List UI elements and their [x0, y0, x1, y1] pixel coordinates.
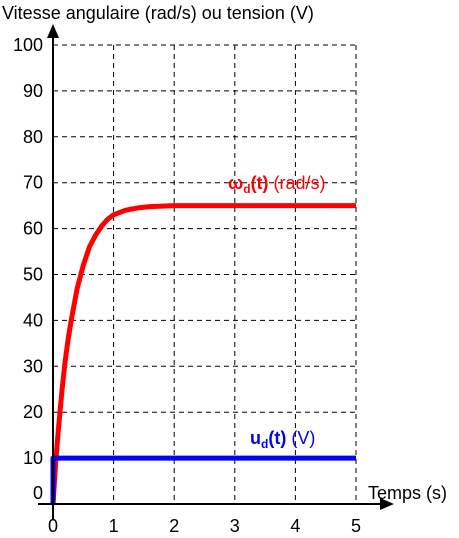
- x-tick-label-3: 3: [230, 516, 240, 536]
- series-line-1: [50, 455, 356, 504]
- legend-u-arg: (t): [268, 428, 286, 448]
- legend-omega-unit: (rad/s): [274, 173, 326, 193]
- legend-omega-arg: (t): [251, 173, 269, 193]
- legend-omega-subscript: d: [243, 182, 250, 196]
- x-tick-label-2: 2: [169, 516, 179, 536]
- x-tick-label-4: 4: [290, 516, 300, 536]
- series-layer: [50, 203, 356, 505]
- legend-u-unit: (V): [291, 428, 315, 448]
- y-tick-label-6: 60: [23, 219, 43, 239]
- x-tick-label-1: 1: [109, 516, 119, 536]
- x-tick-label-0: 0: [48, 516, 58, 536]
- legend-u-name: u: [250, 428, 261, 448]
- x-axis-arrow-icon: [380, 498, 394, 510]
- y-tick-label-2: 20: [23, 402, 43, 422]
- x-tick-label-5: 5: [351, 516, 361, 536]
- y-tick-label-9: 90: [23, 81, 43, 101]
- y-tick-label-3: 30: [23, 356, 43, 376]
- y-tick-label-5: 50: [23, 265, 43, 285]
- axes: [38, 24, 394, 520]
- legend-u: ud(t) (V): [250, 428, 315, 451]
- tick-labels: 0 10 20 30 40 50 60 70 80 90 100 0 1 2 3 4 5: [13, 35, 361, 536]
- legend-omega-name: ω: [228, 173, 243, 193]
- y-tick-label-10: 100: [13, 35, 43, 55]
- x-axis-title: Temps (s): [368, 483, 447, 503]
- series-line-0: [50, 203, 356, 505]
- y-axis-arrow-icon: [47, 24, 59, 38]
- y-tick-label-8: 80: [23, 127, 43, 147]
- legend-u-subscript: d: [261, 437, 268, 451]
- legend-omega: ωd(t) (rad/s): [228, 173, 326, 196]
- y-tick-label-4: 40: [23, 310, 43, 330]
- y-axis-title: Vitesse angulaire (rad/s) ou tension (V): [2, 3, 314, 23]
- y-tick-label-7: 70: [23, 173, 43, 193]
- y-tick-label-0: 0: [33, 483, 43, 503]
- y-tick-label-1: 10: [23, 448, 43, 468]
